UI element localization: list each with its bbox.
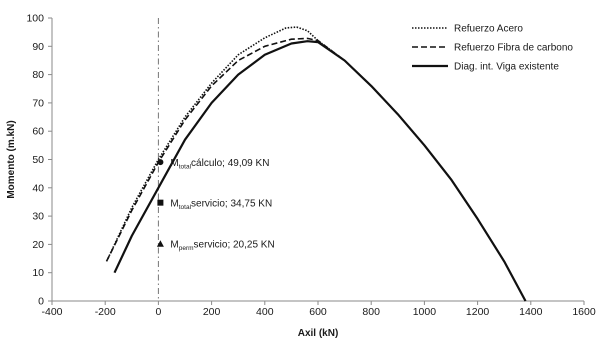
y-tick-label: 0 — [38, 296, 44, 308]
y-tick-label: 60 — [32, 126, 44, 138]
y-tick-label: 100 — [26, 13, 44, 25]
annotation-label-2: Mtotalservicio; 34,75 KN — [170, 199, 272, 212]
annotation-label-3: Mpermservicio; 20,25 KN — [170, 240, 274, 253]
x-tick-label: 1600 — [572, 306, 596, 318]
x-tick-label: 1200 — [466, 306, 490, 318]
y-tick-label: 70 — [32, 97, 44, 109]
y-tick-label: 10 — [32, 267, 44, 279]
axes — [48, 17, 585, 305]
legend-entry-3: Diag. int. Viga existente — [454, 62, 559, 73]
annotation-label-1: Mtotalcálculo; 49,09 KN — [170, 158, 269, 171]
y-tick-label: 90 — [32, 41, 44, 53]
legend: Refuerzo Acero Refuerzo Fibra de carbono D… — [412, 24, 573, 73]
series-lines — [105, 26, 527, 302]
x-tick-label: 400 — [256, 306, 274, 318]
x-tick-label: 0 — [155, 306, 161, 318]
y-tick-label: 20 — [32, 239, 44, 251]
x-tick-label: 1400 — [519, 306, 543, 318]
y-tick-label: 50 — [32, 154, 44, 166]
x-axis-label: Axil (kN) — [298, 328, 339, 338]
x-tick-label: 1000 — [413, 306, 437, 318]
marker-square — [157, 199, 164, 206]
annotations: Mtotalcálculo; 49,09 KN Mtotalservicio; 3… — [156, 158, 275, 253]
y-tick-label: 40 — [32, 182, 44, 194]
y-axis-label: Momento (m.kN) — [6, 120, 17, 198]
x-tick-label: -200 — [95, 306, 116, 318]
marker-circle — [157, 159, 164, 166]
y-tick-label: 80 — [32, 69, 44, 81]
tick-labels: 0 10 20 30 40 50 60 70 80 90 100 -400 -200 0 200 400 600… — [26, 13, 595, 319]
legend-entry-2: Refuerzo Fibra de carbono — [454, 43, 573, 54]
x-tick-label: 800 — [362, 306, 380, 318]
x-tick-label: 200 — [203, 306, 221, 318]
y-tick-label: 30 — [32, 211, 44, 223]
marker-triangle — [156, 240, 164, 247]
x-tick-label: -400 — [41, 306, 62, 318]
x-tick-label: 600 — [309, 306, 327, 318]
series-line-3 — [113, 40, 527, 302]
legend-entry-1: Refuerzo Acero — [454, 24, 523, 35]
